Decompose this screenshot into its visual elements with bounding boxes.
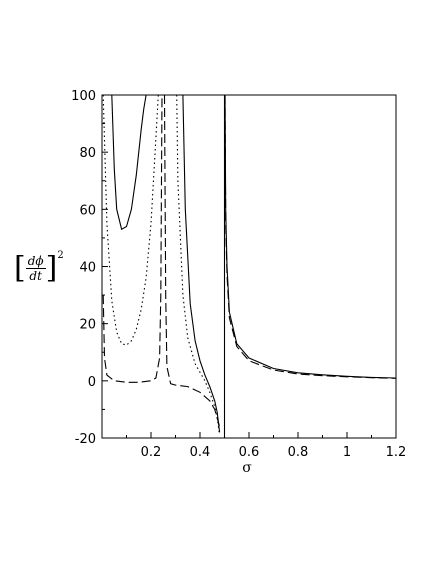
y-axis-denominator: dt	[29, 268, 42, 283]
x-tick-label: 0.4	[190, 445, 211, 460]
y-tick-label: 0	[88, 375, 96, 390]
y-tick-label: 60	[79, 203, 96, 218]
curves	[102, 94, 397, 438]
y-tick-label: 40	[79, 261, 96, 276]
y-tick-label: 20	[79, 318, 96, 333]
series-dashed-line	[102, 94, 163, 383]
series-dotted-line	[176, 94, 221, 436]
series-solid-line	[111, 94, 147, 231]
series-dashed-line	[224, 94, 397, 379]
right-bracket: ]	[45, 250, 58, 286]
series-solid-line	[182, 94, 221, 433]
x-axis-label: σ	[242, 460, 252, 476]
y-axis-fraction: dϕ dt	[25, 253, 46, 283]
series-dashed-line	[163, 94, 221, 427]
y-axis-label: [dϕ dt]2	[14, 250, 64, 286]
series-dotted-line	[102, 94, 159, 346]
y-axis-exponent: 2	[57, 250, 64, 261]
y-tick-label: -20	[75, 432, 96, 447]
x-axis: 0.2 0.4 0.6 0.8 1 1.2	[126, 432, 407, 460]
series-solid-line	[224, 94, 397, 379]
x-tick-label: 0.8	[288, 445, 309, 460]
y-tick-label: 100	[71, 89, 96, 104]
y-axis-numerator: dϕ	[25, 253, 46, 269]
x-tick-label: 0.2	[141, 445, 162, 460]
y-axis: -20 0 20 40 60 80 100	[71, 89, 108, 447]
x-tick-label: 0.6	[239, 445, 260, 460]
plot-frame	[101, 94, 397, 439]
x-tick-label: 1.2	[386, 445, 407, 460]
y-tick-label: 80	[79, 146, 96, 161]
left-bracket: [	[14, 250, 26, 286]
x-tick-label: 1	[343, 445, 351, 460]
